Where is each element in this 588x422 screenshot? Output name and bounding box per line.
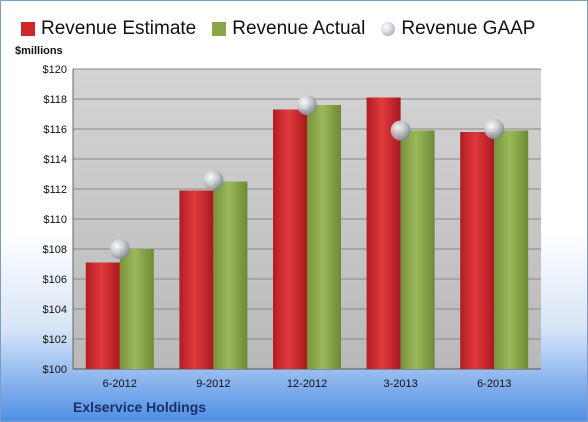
x-tick-label: 12-2012 — [287, 378, 327, 390]
bar-revenue-estimate — [273, 109, 307, 369]
y-tick-label: $106 — [43, 274, 67, 286]
bar-revenue-estimate — [366, 97, 401, 369]
bar-revenue-actual — [119, 249, 154, 369]
marker-revenue-gaap — [390, 120, 411, 141]
legend-label-gaap: Revenue GAAP — [401, 18, 536, 39]
y-tick-label: $100 — [43, 364, 67, 376]
legend-label-estimate: Revenue Estimate — [41, 18, 197, 39]
y-tick-label: $114 — [43, 154, 67, 166]
bar-revenue-actual — [494, 130, 529, 369]
bar-revenue-actual — [307, 105, 341, 369]
marker-revenue-gaap — [297, 95, 317, 115]
legend-item-gaap: Revenue GAAP — [381, 18, 535, 40]
bar-revenue-estimate — [460, 132, 495, 369]
legend-swatch-actual — [212, 22, 227, 36]
bar-revenue-estimate — [85, 262, 120, 369]
marker-revenue-gaap — [109, 239, 130, 259]
legend-item-estimate: Revenue Estimate — [21, 18, 196, 40]
legend-swatch-estimate — [21, 22, 35, 36]
x-tick-label: 6-2013 — [477, 378, 511, 390]
company-name: Exlservice Holdings — [73, 399, 207, 415]
x-tick-label: 6-2012 — [103, 378, 137, 390]
legend-item-actual: Revenue Actual — [212, 18, 365, 40]
y-tick-label: $108 — [43, 244, 67, 256]
y-tick-label: $112 — [43, 184, 67, 196]
legend-label-actual: Revenue Actual — [232, 18, 366, 39]
y-axis-unit-label: $millions — [15, 45, 63, 57]
marker-revenue-gaap — [484, 119, 505, 139]
legend-marker-gaap — [381, 22, 396, 36]
legend: Revenue Estimate Revenue Actual Revenue … — [21, 15, 535, 43]
marker-revenue-gaap — [203, 170, 224, 190]
y-tick-label: $110 — [43, 214, 67, 226]
bar-revenue-actual — [400, 130, 435, 369]
x-tick-label: 3-2013 — [383, 378, 417, 390]
y-tick-label: $116 — [43, 124, 67, 136]
y-tick-label: $118 — [43, 94, 67, 106]
y-tick-label: $102 — [43, 334, 67, 346]
y-tick-label: $104 — [43, 304, 67, 316]
y-tick-label: $120 — [43, 64, 67, 76]
bar-revenue-actual — [213, 181, 248, 369]
bar-revenue-estimate — [179, 190, 214, 369]
x-tick-label: 9-2012 — [196, 378, 230, 390]
